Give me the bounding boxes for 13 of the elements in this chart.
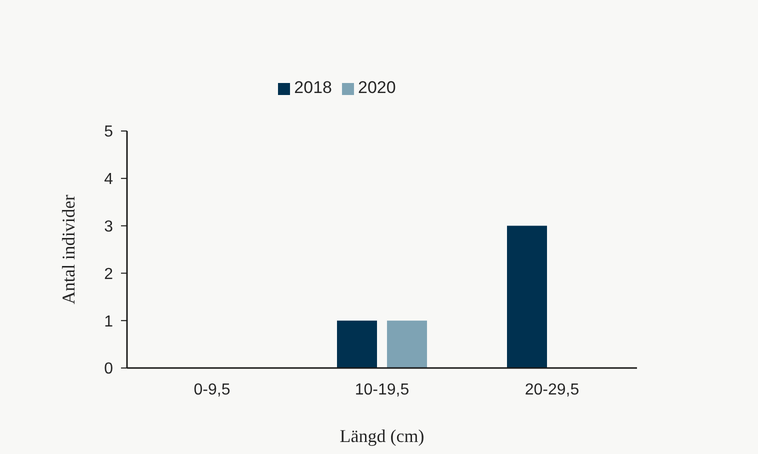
y-tick-label: 1 (104, 313, 114, 330)
y-tick-label: 0 (104, 360, 114, 378)
y-tick-label: 5 (104, 124, 114, 141)
legend-label: 2020 (358, 78, 396, 97)
y-tick-label: 3 (104, 218, 114, 236)
y-tick-label: 2 (104, 266, 114, 283)
x-axis-title: Längd (cm) (340, 426, 424, 446)
y-tick-label: 4 (104, 171, 114, 188)
x-tick-label: 10-19,5 (354, 381, 410, 398)
y-axis-title: Antal individer (58, 194, 78, 304)
x-tick-label: 20-29,5 (524, 381, 580, 398)
x-tick-label: 0-9,5 (194, 381, 230, 398)
legend-label: 2018 (294, 78, 332, 97)
